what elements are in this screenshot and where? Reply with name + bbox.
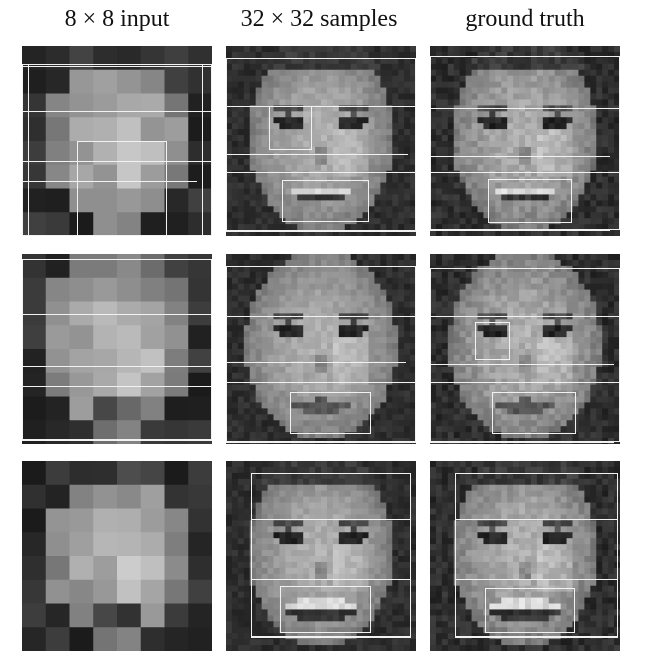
overlay-frame <box>430 268 620 442</box>
ground-truth-face-image <box>430 46 620 236</box>
ground-truth-face-3 <box>430 461 620 651</box>
header-input: 8 × 8 input <box>64 6 170 32</box>
overlay-line <box>430 442 614 443</box>
overlay-box <box>280 586 371 633</box>
header-samples: 32 × 32 samples <box>240 6 398 32</box>
sample-face-3 <box>226 461 416 651</box>
overlay-line <box>251 579 411 580</box>
overlay-frame <box>226 58 416 231</box>
overlay-line <box>22 111 212 112</box>
overlay-box <box>290 392 371 434</box>
input-face-2 <box>22 254 212 444</box>
overlay-line <box>226 442 416 443</box>
ground-truth-face-1 <box>430 46 620 236</box>
sample-face-image <box>226 46 416 236</box>
overlay-box <box>492 392 576 434</box>
overlay-line <box>430 364 614 365</box>
input-face-1 <box>22 46 212 236</box>
overlay-line <box>22 440 212 441</box>
overlay-line <box>22 66 212 67</box>
overlay-box <box>488 179 572 223</box>
overlay-line <box>226 362 406 363</box>
overlay-line <box>226 382 416 383</box>
overlay-box <box>28 64 203 236</box>
overlay-line <box>22 386 212 387</box>
overlay-box <box>269 106 312 150</box>
overlay-line <box>22 314 212 315</box>
overlay-line <box>430 382 620 383</box>
overlay-box <box>475 322 510 360</box>
overlay-line <box>455 637 618 638</box>
overlay-line <box>430 230 610 231</box>
header-ground-truth: ground truth <box>465 6 585 32</box>
sample-face-1 <box>226 46 416 236</box>
overlay-line <box>226 106 416 107</box>
overlay-line <box>455 519 618 520</box>
overlay-line <box>22 181 197 182</box>
overlay-line <box>22 161 212 162</box>
overlay-frame <box>226 266 416 442</box>
overlay-line <box>430 108 620 109</box>
overlay-line <box>226 231 416 232</box>
overlay-line <box>226 154 408 155</box>
overlay-line <box>22 366 212 367</box>
input-face-image <box>22 461 212 651</box>
overlay-line <box>430 316 620 317</box>
ground-truth-face-image <box>430 461 620 651</box>
ground-truth-face-2 <box>430 254 620 444</box>
overlay-line <box>455 579 618 580</box>
overlay-line <box>251 519 411 520</box>
overlay-line <box>226 172 416 173</box>
sample-face-2 <box>226 254 416 444</box>
overlay-box <box>282 180 369 222</box>
overlay-line <box>430 172 620 173</box>
overlay-frame <box>22 259 212 440</box>
overlay-frame <box>430 56 620 230</box>
input-face-image <box>22 254 212 444</box>
overlay-line <box>430 156 610 157</box>
overlay-frame <box>455 473 618 637</box>
overlay-box <box>485 588 575 633</box>
overlay-line <box>251 637 411 638</box>
input-face-3 <box>22 461 212 651</box>
overlay-line <box>226 316 416 317</box>
overlay-frame <box>251 473 411 637</box>
